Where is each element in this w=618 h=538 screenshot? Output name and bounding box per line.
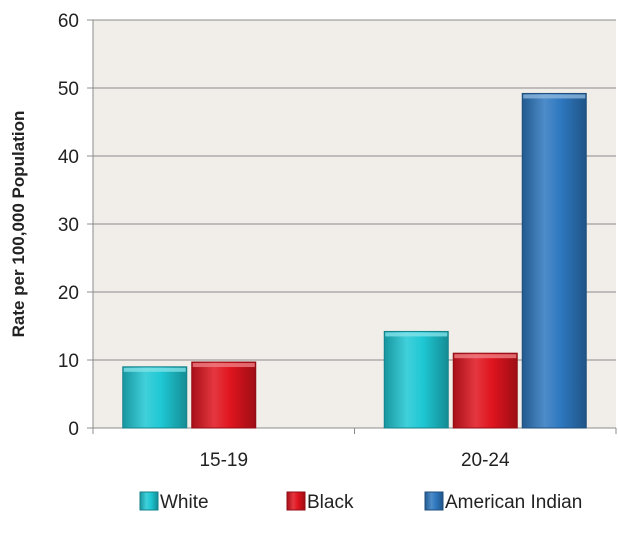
x-tick-label: 15-19 (199, 450, 248, 471)
x-tick-label: 20-24 (461, 450, 510, 471)
legend-item-white: White (139, 491, 209, 513)
y-tick-label: 50 (58, 79, 79, 100)
legend-swatch (424, 491, 444, 511)
y-tick-label: 0 (68, 419, 79, 440)
bar-highlight (123, 367, 186, 372)
legend-label: American Indian (445, 492, 582, 513)
legend-swatch (139, 491, 159, 511)
legend-swatch (286, 491, 306, 511)
tick-labels: 0 10 20 30 40 50 60 15-19 20-24 (58, 11, 510, 471)
bar-black-15-19 (191, 361, 257, 429)
bar-highlight (385, 332, 448, 337)
y-tick-label: 40 (58, 147, 79, 168)
bar-white-15-19 (122, 366, 188, 429)
legend-item-black: Black (286, 491, 354, 513)
legend-item-american-indian: American Indian (424, 491, 582, 513)
legend: White Black American Indian (139, 491, 582, 513)
bar-white-20-24 (383, 330, 449, 429)
y-axis-label: Rate per 100,000 Population (9, 111, 28, 338)
legend-label: Black (307, 492, 354, 513)
legend-label: White (160, 492, 209, 513)
y-tick-label: 10 (58, 351, 79, 372)
bar-highlight (454, 354, 517, 359)
bar-highlight (523, 94, 586, 99)
y-tick-label: 20 (58, 283, 79, 304)
gridlines (93, 19, 616, 361)
bar-highlight (192, 363, 255, 368)
y-tick-label: 30 (58, 215, 79, 236)
bar-american-indian-20-24 (521, 92, 587, 429)
y-tick-label: 60 (58, 11, 79, 32)
bars (122, 92, 587, 429)
bar-black-20-24 (452, 352, 518, 429)
